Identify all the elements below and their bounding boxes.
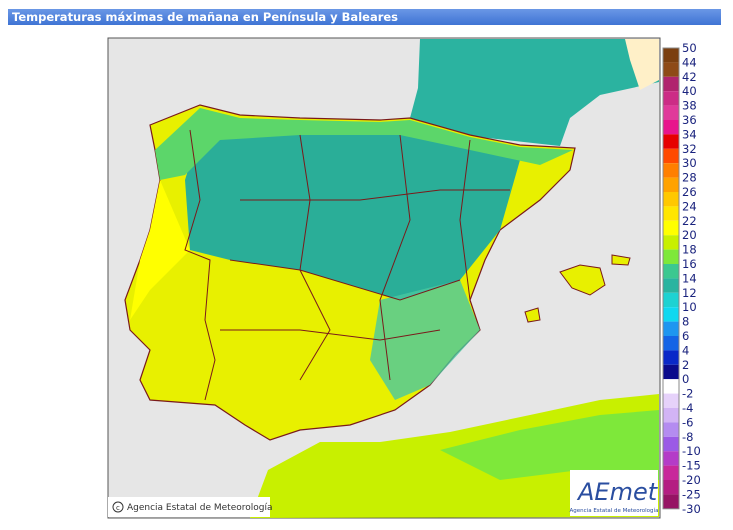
legend-label: -10: [682, 444, 701, 458]
legend-swatch: [663, 235, 679, 250]
legend-label: 14: [682, 271, 697, 285]
atlas: [440, 410, 659, 480]
legend-swatch: [663, 105, 679, 120]
legend-swatch: [663, 264, 679, 279]
legend-label: 2: [682, 358, 689, 372]
borders: [184, 129, 510, 401]
copyright-icon: [112, 501, 124, 513]
legend-swatch: [663, 120, 679, 135]
legend-frame: [662, 47, 680, 510]
legend-swatch: [663, 220, 679, 236]
legend-label: -8: [682, 430, 693, 444]
legend-label: 10: [682, 300, 697, 314]
legend-label: 50: [682, 41, 697, 55]
legend-swatch: [663, 408, 679, 423]
france-east: [625, 39, 659, 90]
copyright-box: [108, 497, 270, 517]
legend-label: 40: [682, 84, 697, 98]
legend-swatch: [663, 307, 679, 322]
legend-swatch: [663, 451, 679, 466]
legend-swatch: [663, 350, 679, 365]
legend-label: -20: [682, 473, 701, 487]
legend-swatch: [663, 148, 679, 164]
legend-swatch: [663, 292, 679, 308]
legend-swatch: [663, 163, 679, 178]
legend-swatch: [663, 321, 679, 336]
legend-swatch: [663, 177, 679, 192]
legend-swatch: [663, 393, 679, 408]
legend-swatch: [663, 422, 679, 437]
northern-plateau: [185, 125, 520, 300]
logo: AEmet: [576, 478, 659, 506]
legend-label: 24: [682, 199, 697, 213]
legend-label: 38: [682, 99, 697, 113]
legend-swatch: [663, 336, 679, 351]
mallorca: [559, 264, 606, 296]
legend-label: -4: [682, 401, 693, 415]
legend-label: 34: [682, 127, 697, 141]
title-bar: Temperaturas máximas de mañana en Peníns…: [8, 9, 721, 25]
legend-label: -30: [682, 502, 701, 516]
southeast-mountains: [370, 280, 480, 400]
legend-swatch: [663, 436, 679, 452]
copyright-c: c: [116, 504, 120, 512]
legend-label: 32: [682, 142, 697, 156]
legend-label: -2: [682, 387, 693, 401]
legend-swatch: [663, 62, 679, 77]
menorca: [611, 254, 631, 266]
legend-label: 36: [682, 113, 697, 127]
legend-swatch: [663, 465, 679, 480]
legend-label: 4: [682, 343, 689, 357]
legend-label: -25: [682, 487, 701, 501]
copyright-text: Agencia Estatal de Meteorología: [127, 503, 273, 513]
legend-swatch: [663, 364, 679, 380]
legend-swatch: [663, 480, 679, 495]
legend-label: 12: [682, 286, 697, 300]
legend-swatch: [663, 192, 679, 207]
ibiza: [524, 307, 541, 323]
logo-box: [570, 470, 658, 516]
france: [410, 39, 659, 146]
legend-label: 30: [682, 156, 697, 170]
legend-label: 0: [682, 372, 689, 386]
legend-label: 44: [682, 55, 697, 69]
legend-label: 42: [682, 70, 697, 84]
portugal-west: [130, 180, 190, 320]
legend-swatch: [663, 494, 679, 509]
legend-label: 26: [682, 185, 697, 199]
north-coast: [155, 108, 573, 180]
legend-label: -15: [682, 459, 701, 473]
legend-swatch: [663, 278, 679, 293]
legend-swatch: [663, 249, 679, 264]
legend-label: 8: [682, 315, 689, 329]
legend-label: -6: [682, 415, 693, 429]
legend-swatch: [663, 76, 679, 92]
legend-swatch: [663, 206, 679, 221]
legend-swatch: [663, 379, 679, 394]
legend-label: 18: [682, 243, 697, 257]
legend-swatch: [663, 48, 679, 63]
logo-subtitle: Agencia Estatal de Meteorología: [570, 507, 659, 514]
legend-label: 20: [682, 228, 697, 242]
legend-swatch: [663, 134, 679, 149]
legend-label: 28: [682, 171, 697, 185]
legend-swatch: [663, 91, 679, 106]
legend-label: 22: [682, 214, 697, 228]
legend-label: 6: [682, 329, 689, 343]
legend-label: 16: [682, 257, 697, 271]
